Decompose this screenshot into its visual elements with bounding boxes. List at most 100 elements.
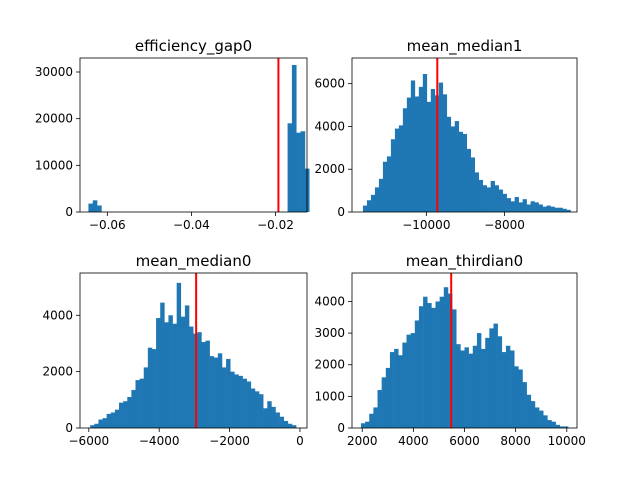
histogram-bar [172,323,177,428]
x-tick-label: −10000 [402,218,450,232]
histogram-bar [90,425,95,428]
histogram-bar [131,389,136,428]
histogram-bar [522,199,527,212]
histogram-bar [201,342,206,428]
x-tick-label: −8000 [484,218,525,232]
histogram-bar [135,380,140,428]
histogram-bar [446,116,452,212]
histogram-bar [439,296,445,428]
histogram-bar [422,74,428,212]
y-tick-label: 0 [337,421,345,435]
histogram-bar [366,200,372,212]
histogram-bar [497,336,503,428]
histogram-bar [447,293,453,428]
histogram-bar [394,348,399,428]
histogram-bar [184,305,190,428]
histogram-bar [221,367,227,428]
histogram-bar [176,282,182,428]
subplot-2: mean_median1 −10000 −8000 0 2000 4000 6000 [314,37,578,232]
subplot-title: mean_thirdian0 [406,252,523,271]
histogram-bar [230,371,235,428]
histogram-bar [398,355,403,428]
y-tick-label: 1000 [314,389,345,403]
histogram-bar [502,193,507,212]
y-tick-label: 3000 [314,326,345,340]
x-tick-label: 10000 [548,434,586,448]
histogram-bar [518,202,523,213]
histogram-bar [378,178,384,212]
histogram-bar [466,148,472,212]
y-tick-label: 6000 [314,77,345,91]
histogram-bar [127,397,132,428]
histogram-bar [450,126,456,212]
y-tick-label: 30000 [35,65,73,79]
histogram-bar [287,423,293,428]
histogram-bar [374,187,380,212]
histogram-bar [562,208,567,212]
histogram-bar [468,353,474,428]
histogram-bar [373,407,378,428]
histogram-bar [365,421,370,428]
histogram-bar [246,381,252,428]
histogram-bar [123,401,128,428]
x-tick-label: 0 [296,434,304,448]
y-tick-label: 0 [65,205,73,219]
y-tick-label: 0 [65,421,73,435]
histogram-bar [110,412,116,428]
histogram-bar [431,307,436,428]
histogram-bar [250,388,256,428]
histogram-bar [454,121,460,212]
histogram-bar [226,358,231,428]
histogram-bar [291,425,297,428]
subplot-1: efficiency_gap0 −0.06 −0.04 −0.02 0 10000 2000… [35,37,310,232]
histogram-bar [418,86,424,213]
histogram-bar [559,426,565,428]
x-tick-label: −0.06 [89,218,126,232]
y-tick-label: 4000 [42,308,73,322]
histogram-bar [554,207,559,212]
histogram-bar [493,323,498,428]
histogram-bar [369,413,374,428]
histogram-bar [119,402,124,428]
histogram-bar [410,333,416,428]
histogram-bar [94,423,99,428]
histogram-bar [481,348,486,428]
histogram-bar [164,322,169,428]
histogram-bar [88,203,94,212]
histogram-bar [506,198,511,212]
subplot-title: mean_median1 [407,37,523,56]
histogram-bar [97,205,102,212]
histogram-bar [283,420,289,428]
histogram-bar [534,202,539,213]
histogram-bar [402,342,407,428]
x-tick-label: 6000 [449,434,480,448]
histogram-bar [551,421,556,428]
histogram-bar [414,96,420,212]
histogram-bar [530,401,536,428]
histogram-bar [514,366,519,428]
histogram-bar [478,179,483,212]
histogram-bar [92,200,98,212]
histogram-bar [386,156,392,212]
histogram-bar [296,132,301,212]
histogram-bar [427,303,432,428]
histogram-bar [555,424,561,428]
histogram-bar [414,320,420,428]
histogram-bar [442,94,448,212]
histogram-bar [197,332,202,428]
y-tick-label: 0 [337,205,345,219]
histogram-bar [498,189,503,212]
y-tick-label: 2000 [42,365,73,379]
histogram-bar [438,82,444,212]
histogram-bar [217,353,223,428]
histogram-bar [547,420,552,428]
histogram-bar [287,123,293,212]
histogram-bar [566,209,571,212]
x-tick-label: −6000 [69,434,110,448]
histogram-bar [102,418,107,428]
histogram-bar [490,180,495,212]
histogram-bar [370,194,376,212]
histogram-bar [501,352,507,428]
histogram-bar [482,185,487,212]
